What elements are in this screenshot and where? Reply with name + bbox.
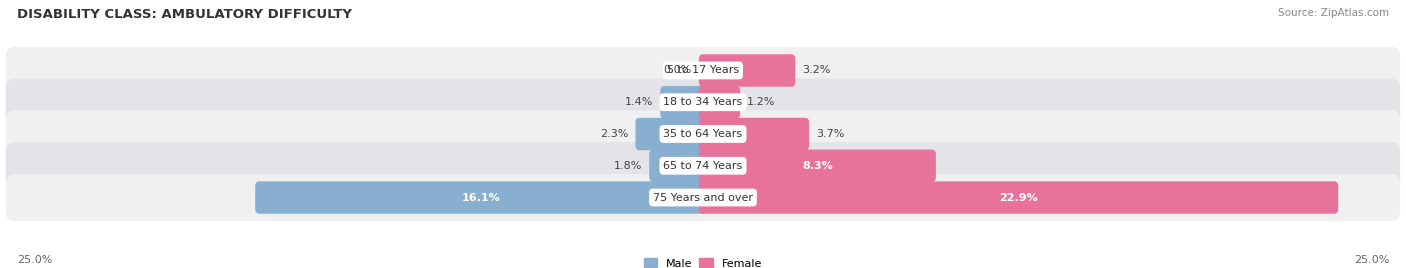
FancyBboxPatch shape	[699, 181, 1339, 214]
Text: 5 to 17 Years: 5 to 17 Years	[666, 65, 740, 76]
Text: 1.8%: 1.8%	[614, 161, 643, 171]
FancyBboxPatch shape	[6, 110, 1400, 158]
Text: Source: ZipAtlas.com: Source: ZipAtlas.com	[1278, 8, 1389, 18]
Text: 1.4%: 1.4%	[626, 97, 654, 107]
FancyBboxPatch shape	[661, 86, 707, 118]
Text: 0.0%: 0.0%	[664, 65, 692, 76]
FancyBboxPatch shape	[699, 150, 936, 182]
FancyBboxPatch shape	[699, 118, 808, 150]
Text: 75 Years and over: 75 Years and over	[652, 192, 754, 203]
Text: 18 to 34 Years: 18 to 34 Years	[664, 97, 742, 107]
FancyBboxPatch shape	[699, 86, 740, 118]
Text: 25.0%: 25.0%	[17, 255, 52, 265]
FancyBboxPatch shape	[254, 181, 707, 214]
Text: 16.1%: 16.1%	[461, 192, 501, 203]
Text: 25.0%: 25.0%	[1354, 255, 1389, 265]
FancyBboxPatch shape	[650, 150, 707, 182]
FancyBboxPatch shape	[699, 54, 796, 87]
Text: 3.7%: 3.7%	[815, 129, 845, 139]
FancyBboxPatch shape	[6, 142, 1400, 189]
Text: 22.9%: 22.9%	[1000, 192, 1038, 203]
Text: 1.2%: 1.2%	[747, 97, 776, 107]
FancyBboxPatch shape	[6, 47, 1400, 94]
FancyBboxPatch shape	[6, 174, 1400, 221]
Text: 8.3%: 8.3%	[801, 161, 832, 171]
Text: 65 to 74 Years: 65 to 74 Years	[664, 161, 742, 171]
Legend: Male, Female: Male, Female	[644, 258, 762, 268]
Text: DISABILITY CLASS: AMBULATORY DIFFICULTY: DISABILITY CLASS: AMBULATORY DIFFICULTY	[17, 8, 352, 21]
FancyBboxPatch shape	[6, 79, 1400, 126]
Text: 35 to 64 Years: 35 to 64 Years	[664, 129, 742, 139]
Text: 2.3%: 2.3%	[600, 129, 628, 139]
Text: 3.2%: 3.2%	[803, 65, 831, 76]
FancyBboxPatch shape	[636, 118, 707, 150]
